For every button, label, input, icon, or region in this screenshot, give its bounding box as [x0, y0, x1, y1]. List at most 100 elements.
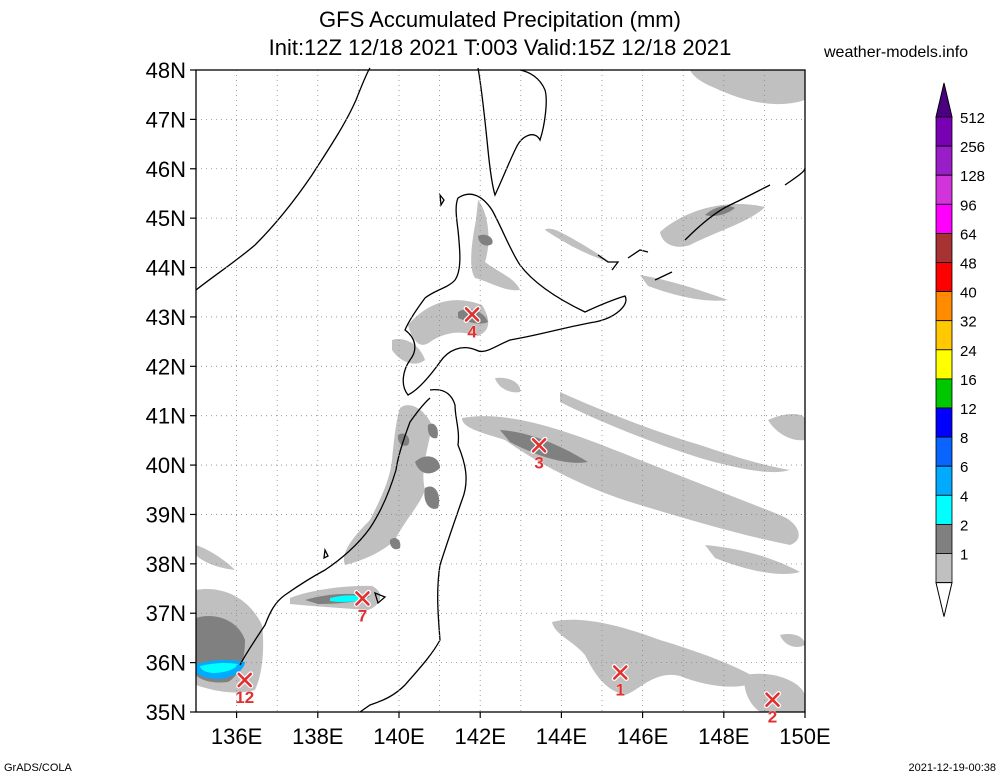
colorbar-top-cap — [935, 82, 953, 118]
precip-area — [389, 537, 401, 550]
coastline — [597, 254, 620, 271]
colorbar-label: 1 — [960, 547, 968, 564]
point-marker-12: 12 — [235, 671, 254, 707]
colorbar-label: 128 — [960, 168, 985, 185]
colorbar-label: 64 — [960, 226, 977, 243]
colorbar-swatch — [935, 494, 953, 525]
coastline — [477, 67, 547, 197]
precip-area — [552, 619, 760, 695]
lon-label: 136E — [211, 724, 262, 749]
lat-label: 41N — [146, 404, 186, 429]
precip-shading — [196, 70, 805, 712]
lat-label: 47N — [146, 107, 186, 132]
precip-area — [780, 634, 805, 647]
marker-label: 2 — [768, 708, 777, 727]
marker-label: 4 — [467, 322, 477, 341]
coastline — [195, 67, 371, 291]
lon-label: 138E — [292, 724, 343, 749]
precip-area — [545, 228, 610, 262]
lon-label: 150E — [779, 724, 830, 749]
marker-x-icon — [355, 591, 370, 606]
lat-label: 44N — [146, 256, 186, 281]
point-marker-2: 2 — [764, 691, 782, 727]
lat-label: 48N — [146, 58, 186, 83]
precip-area — [196, 545, 235, 570]
lat-label: 35N — [146, 700, 186, 725]
marker-x-icon — [612, 665, 628, 680]
lat-labels: 48N 47N 46N 45N 44N 43N 42N 41N 40N 39N 38N 37N 36N 3… — [146, 58, 186, 725]
marker-label: 3 — [534, 453, 543, 472]
map-subtitle: Init:12Z 12/18 2021 T:003 Valid:15Z 12/1… — [268, 35, 732, 60]
marker-label: 1 — [616, 680, 625, 699]
colorbar-label: 16 — [960, 372, 977, 389]
marker-x-icon — [464, 307, 480, 322]
precip-area — [471, 200, 520, 291]
colorbar-label: 96 — [960, 197, 977, 214]
lat-label: 42N — [146, 354, 186, 379]
colorbar-label: 24 — [960, 343, 977, 360]
coastline — [784, 167, 806, 186]
colorbar-label: 512 — [960, 110, 985, 127]
coastline — [684, 184, 771, 241]
coastline — [373, 591, 387, 605]
precip-area — [495, 377, 521, 393]
precip-area — [424, 486, 440, 509]
precip-area — [660, 203, 765, 247]
colorbar-label: 256 — [960, 139, 985, 156]
precip-area — [415, 456, 440, 474]
precip-area — [690, 70, 805, 105]
colorbar-swatch — [935, 553, 953, 584]
colorbar-label: 2 — [960, 517, 968, 534]
precip-area — [768, 414, 805, 441]
coastlines — [195, 67, 806, 713]
colorbar-label: 40 — [960, 285, 977, 302]
marker-x-icon — [237, 672, 253, 688]
credit-text: weather-models.info — [824, 44, 969, 61]
marker-label: 12 — [235, 688, 254, 707]
colorbar-label: 4 — [960, 488, 968, 505]
marker-x-icon — [531, 438, 547, 453]
colorbar-swatch — [935, 465, 953, 496]
colorbar-label: 8 — [960, 430, 968, 447]
lon-label: 148E — [698, 724, 749, 749]
marker-x-icon — [765, 692, 780, 707]
colorbar-swatch — [935, 116, 953, 147]
colorbar-swatch — [935, 232, 953, 263]
colorbar-swatch — [935, 349, 953, 380]
colorbar-label: 12 — [960, 401, 977, 418]
tick-marks — [190, 69, 806, 718]
lat-label: 36N — [146, 651, 186, 676]
lon-labels: 136E 138E 140E 142E 144E 146E 148E 150E — [211, 724, 831, 749]
map-frame — [195, 69, 806, 713]
precip-area — [640, 275, 728, 301]
precip-area — [478, 234, 493, 246]
colorbar-swatch — [935, 407, 953, 438]
colorbar-swatch — [935, 320, 953, 351]
lon-label: 146E — [617, 724, 668, 749]
lat-label: 45N — [146, 206, 186, 231]
precip-area — [744, 673, 805, 712]
lat-label: 38N — [146, 552, 186, 577]
coastline — [654, 271, 673, 281]
coastline — [402, 193, 627, 396]
colorbar-swatch — [935, 203, 953, 234]
colorbar-swatch — [935, 145, 953, 176]
point-marker-7: 7 — [353, 589, 371, 626]
precip-area — [392, 339, 425, 364]
colorbar-label: 32 — [960, 314, 977, 331]
timestamp: 2021-12-19-00:38 — [908, 762, 996, 774]
lat-label: 43N — [146, 305, 186, 330]
precip-area — [200, 662, 238, 673]
colorbar-swatch — [935, 524, 953, 554]
lat-label: 46N — [146, 157, 186, 182]
colorbar-swatch — [935, 378, 953, 409]
lat-label: 40N — [146, 453, 186, 478]
precip-area — [705, 545, 800, 575]
coastline — [239, 397, 431, 666]
map-title: GFS Accumulated Precipitation (mm) — [319, 7, 681, 32]
lat-label: 39N — [146, 502, 186, 527]
coastline — [627, 249, 649, 259]
